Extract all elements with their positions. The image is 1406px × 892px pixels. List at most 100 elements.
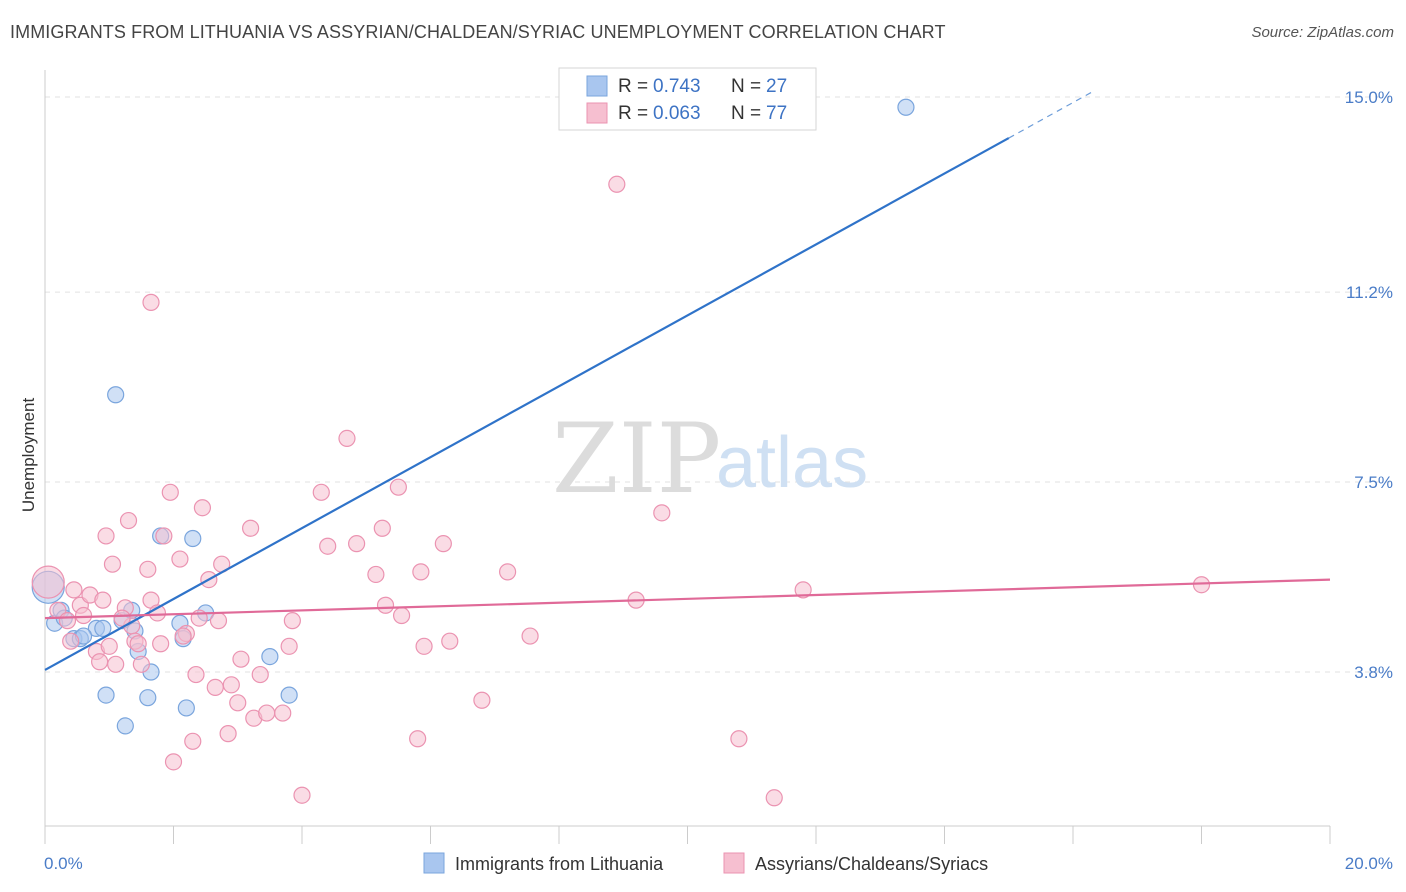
pink-data-point: [415, 637, 433, 655]
pink-data-point: [441, 632, 459, 650]
pink-data-point: [499, 563, 517, 581]
pink-data-point: [434, 535, 452, 553]
pink-data-point: [219, 725, 237, 743]
pink-data-point: [91, 653, 109, 671]
pink-data-point: [103, 555, 122, 573]
pink-data-point: [232, 650, 250, 668]
pink-data-point: [389, 478, 407, 496]
y-tick-label: 15.0%: [1345, 88, 1393, 107]
legend-r-value-blue: 0.743: [653, 76, 701, 97]
chart-source: Source: ZipAtlas.com: [1251, 24, 1394, 41]
pink-data-point: [155, 527, 173, 545]
pink-data-point: [171, 550, 189, 568]
pink-data-point: [139, 560, 157, 578]
blue-data-point: [261, 647, 279, 666]
blue-data-point: [280, 686, 298, 704]
legend-n-label-blue: N =: [731, 76, 761, 97]
legend-n-value-pink: 77: [766, 103, 787, 124]
pink-data-point: [373, 519, 391, 537]
watermark: ZIP atlas: [552, 403, 868, 515]
pink-data-point: [119, 511, 138, 530]
pink-data-point: [97, 527, 115, 545]
pink-data-point: [367, 565, 385, 584]
grid-layer: [45, 96, 1390, 673]
blue-trend-extension: [1008, 91, 1093, 139]
pink-data-point: [338, 429, 356, 448]
pink-data-point: [258, 704, 276, 722]
bottom-legend-label-pink: Assyrians/Chaldeans/Syriacs: [755, 854, 988, 874]
legend-n-value-blue: 27: [766, 76, 787, 97]
bottom-legend: Immigrants from Lithuania Assyrians/Chal…: [423, 852, 988, 874]
blue-data-point: [897, 98, 915, 116]
pink-data-point: [392, 606, 411, 625]
pink-data-point: [229, 694, 247, 712]
x-tick-label: 0.0%: [44, 854, 83, 873]
pink-data-point: [794, 581, 812, 599]
pink-data-point: [1192, 576, 1211, 594]
pink-trend-line: [44, 578, 1331, 620]
pink-data-point: [58, 612, 77, 630]
pink-data-point: [251, 665, 269, 684]
watermark-atlas: atlas: [716, 423, 868, 503]
pink-data-point: [376, 596, 395, 614]
pink-data-point: [132, 655, 150, 673]
pink-data-point: [62, 632, 80, 650]
pink-data-point: [142, 293, 160, 311]
blue-data-point: [116, 717, 134, 735]
blue-data-point: [97, 686, 115, 704]
pink-data-point: [206, 678, 224, 697]
trend-layer: [44, 91, 1331, 671]
blue-data-point: [184, 529, 202, 548]
pink-data-point: [293, 786, 311, 804]
pink-data-point: [100, 637, 118, 655]
pink-data-point: [608, 175, 626, 193]
pink-data-point: [521, 627, 539, 645]
watermark-zip: ZIP: [552, 403, 721, 515]
axes-layer: [44, 70, 1331, 844]
blue-trend-line: [44, 137, 1010, 671]
y-tick-label: 11.2%: [1346, 283, 1393, 302]
pink-data-point: [65, 581, 83, 599]
blue-data-point: [177, 699, 195, 717]
blue-data-point: [94, 619, 112, 637]
chart-title: IMMIGRANTS FROM LITHUANIA VS ASSYRIAN/CH…: [10, 22, 946, 42]
bottom-legend-swatch-blue: [423, 852, 445, 874]
blue-data-point: [107, 386, 125, 404]
legend-swatch-blue: [586, 75, 608, 97]
pink-data-point: [473, 691, 491, 709]
pink-data-point: [161, 483, 179, 501]
pink-data-point: [107, 655, 125, 673]
pink-data-point: [409, 730, 427, 748]
pink-data-point: [319, 537, 337, 555]
pink-data-point: [129, 635, 147, 653]
legend: R = 0.743 N = 27 R = 0.063 N = 77: [558, 67, 817, 131]
bottom-legend-label-blue: Immigrants from Lithuania: [455, 854, 664, 874]
ticks-layer: 3.8% 7.5% 11.2% 15.0% 0.0% 20.0%: [44, 88, 1393, 873]
pink-data-point: [193, 499, 212, 517]
x-tick-label: 20.0%: [1345, 854, 1393, 873]
pink-data-point: [94, 591, 112, 609]
pink-data-point: [653, 504, 671, 522]
pink-data-point: [412, 563, 430, 581]
pink-data-point: [74, 606, 93, 625]
y-tick-label: 7.5%: [1354, 473, 1393, 492]
pink-data-point: [280, 637, 298, 655]
legend-n-label-pink: N =: [731, 103, 761, 124]
pink-data-point: [209, 612, 228, 630]
bottom-legend-swatch-pink: [723, 852, 745, 874]
y-tick-label: 3.8%: [1354, 663, 1393, 682]
legend-r-label-blue: R =: [618, 76, 648, 97]
pink-data-point: [283, 612, 301, 630]
y-axis-title: Unemployment: [19, 398, 38, 513]
pink-data-point: [274, 704, 292, 722]
pink-data-point: [765, 789, 783, 807]
pink-data-point: [174, 627, 192, 645]
legend-r-label-pink: R =: [618, 103, 648, 124]
legend-swatch-pink: [586, 102, 608, 124]
blue-data-point: [139, 689, 157, 707]
pink-data-point: [113, 609, 131, 627]
pink-data-point: [187, 665, 205, 684]
pink-data-point: [222, 676, 240, 694]
